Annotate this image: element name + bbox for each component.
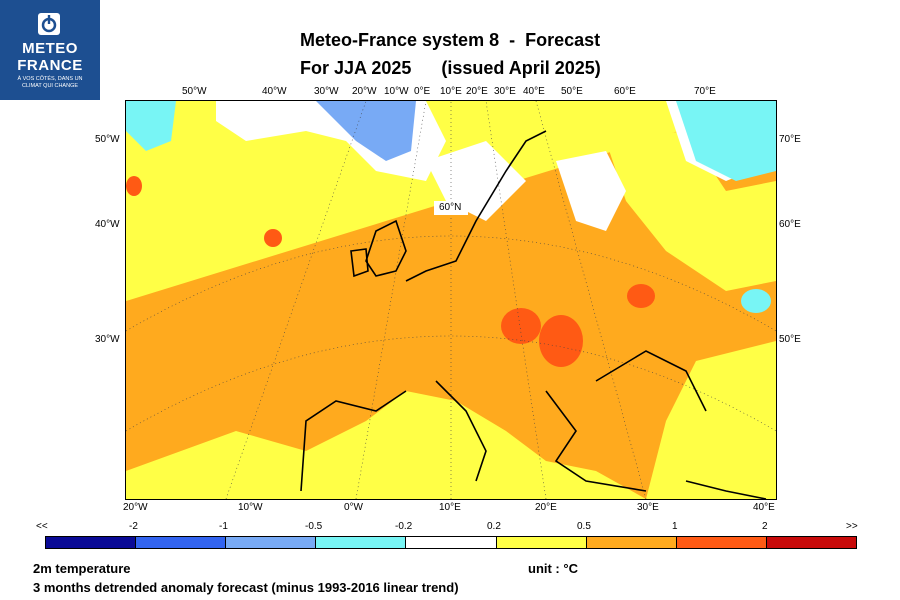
colorbar-label: 1 (672, 521, 678, 532)
colorbar-segment (406, 537, 497, 548)
bottom-lon-label: 20°W (123, 502, 148, 513)
colorbar-segment (676, 537, 767, 548)
bottom-lon-label: 10°E (439, 502, 461, 513)
colorbar-segment (226, 537, 317, 548)
top-lon-label: 20°W (352, 86, 377, 97)
colorbar-segment (136, 537, 227, 548)
anomaly-region-red (264, 229, 282, 247)
anomaly-region-red (126, 176, 142, 196)
variable-name: 2m temperature (33, 561, 131, 576)
anomaly-region-yellow (126, 101, 776, 499)
anomaly-region-white (556, 151, 626, 231)
colorbar-label: -1 (219, 521, 228, 532)
colorbar-label: -2 (129, 521, 138, 532)
anomaly-region-yellow (126, 391, 646, 499)
anomaly-map: 60°N (125, 100, 777, 500)
top-lon-label: 60°E (614, 86, 636, 97)
top-lon-label: 40°W (262, 86, 287, 97)
colorbar (45, 536, 857, 549)
colorbar-segment (586, 537, 677, 548)
logo-tagline: À VOS CÔTÉS, DANS UN CLIMAT QUI CHANGE (17, 76, 83, 89)
top-lon-label: 0°E (414, 86, 431, 97)
right-lon-label: 50°E (779, 334, 801, 345)
anomaly-region-cyan (676, 101, 776, 181)
anomaly-region-blue (316, 101, 416, 161)
map-canvas (125, 100, 777, 500)
top-lon-label: 30°W (314, 86, 339, 97)
top-lon-label: 50°W (182, 86, 207, 97)
anomaly-region-red (627, 284, 655, 308)
anomaly-region-yellow (646, 341, 776, 499)
top-lon-label: 20°E (466, 86, 488, 97)
colorbar-label: 0.5 (577, 521, 591, 532)
logo-mark-icon (38, 13, 60, 35)
colorbar-label: << (36, 521, 48, 532)
forecast-description: 3 months detrended anomaly forecast (min… (33, 580, 459, 595)
top-lon-label: 50°E (561, 86, 583, 97)
logo-line1: METEO (22, 40, 78, 57)
top-lon-label: 10°E (440, 86, 462, 97)
lat-label-60n: 60°N (439, 202, 462, 213)
anomaly-region-cyan (126, 101, 176, 151)
top-lon-label: 70°E (694, 86, 716, 97)
top-lon-label: 10°W (384, 86, 409, 97)
bottom-lon-label: 40°E (753, 502, 775, 513)
bottom-lon-label: 30°E (637, 502, 659, 513)
chart-title: Meteo-France system 8 - Forecast (300, 30, 601, 50)
top-lon-label: 30°E (494, 86, 516, 97)
graticule (125, 100, 777, 500)
left-lon-label: 50°W (95, 134, 120, 145)
colorbar-segment (496, 537, 587, 548)
anomaly-region-red (539, 315, 583, 367)
colorbar-label: 0.2 (487, 521, 501, 532)
right-lon-label: 60°E (779, 219, 801, 230)
colorbar-label: >> (846, 521, 858, 532)
right-lon-label: 70°E (779, 134, 801, 145)
colorbar-label: -0.2 (395, 521, 413, 532)
left-lon-label: 30°W (95, 334, 120, 345)
unit-label: unit : °C (528, 561, 578, 576)
coastline (300, 130, 767, 500)
bottom-lon-label: 10°W (238, 502, 263, 513)
bottom-lon-label: 20°E (535, 502, 557, 513)
anomaly-region-cyan (741, 289, 771, 313)
colorbar-label: -0.5 (305, 521, 323, 532)
colorbar-segment (46, 537, 137, 548)
colorbar-segment (766, 537, 856, 548)
anomaly-region-red (501, 308, 541, 344)
colorbar-label: 2 (762, 521, 768, 532)
chart-subtitle: For JJA 2025 (issued April 2025) (300, 58, 601, 78)
anomaly-region-yellow (606, 131, 776, 291)
colorbar-segment (316, 537, 407, 548)
meteo-france-logo: METEO FRANCE À VOS CÔTÉS, DANS UN CLIMAT… (0, 0, 100, 100)
top-lon-label: 40°E (523, 86, 545, 97)
bottom-lon-label: 0°W (344, 502, 363, 513)
left-lon-label: 40°W (95, 219, 120, 230)
logo-line2: FRANCE (17, 57, 83, 74)
